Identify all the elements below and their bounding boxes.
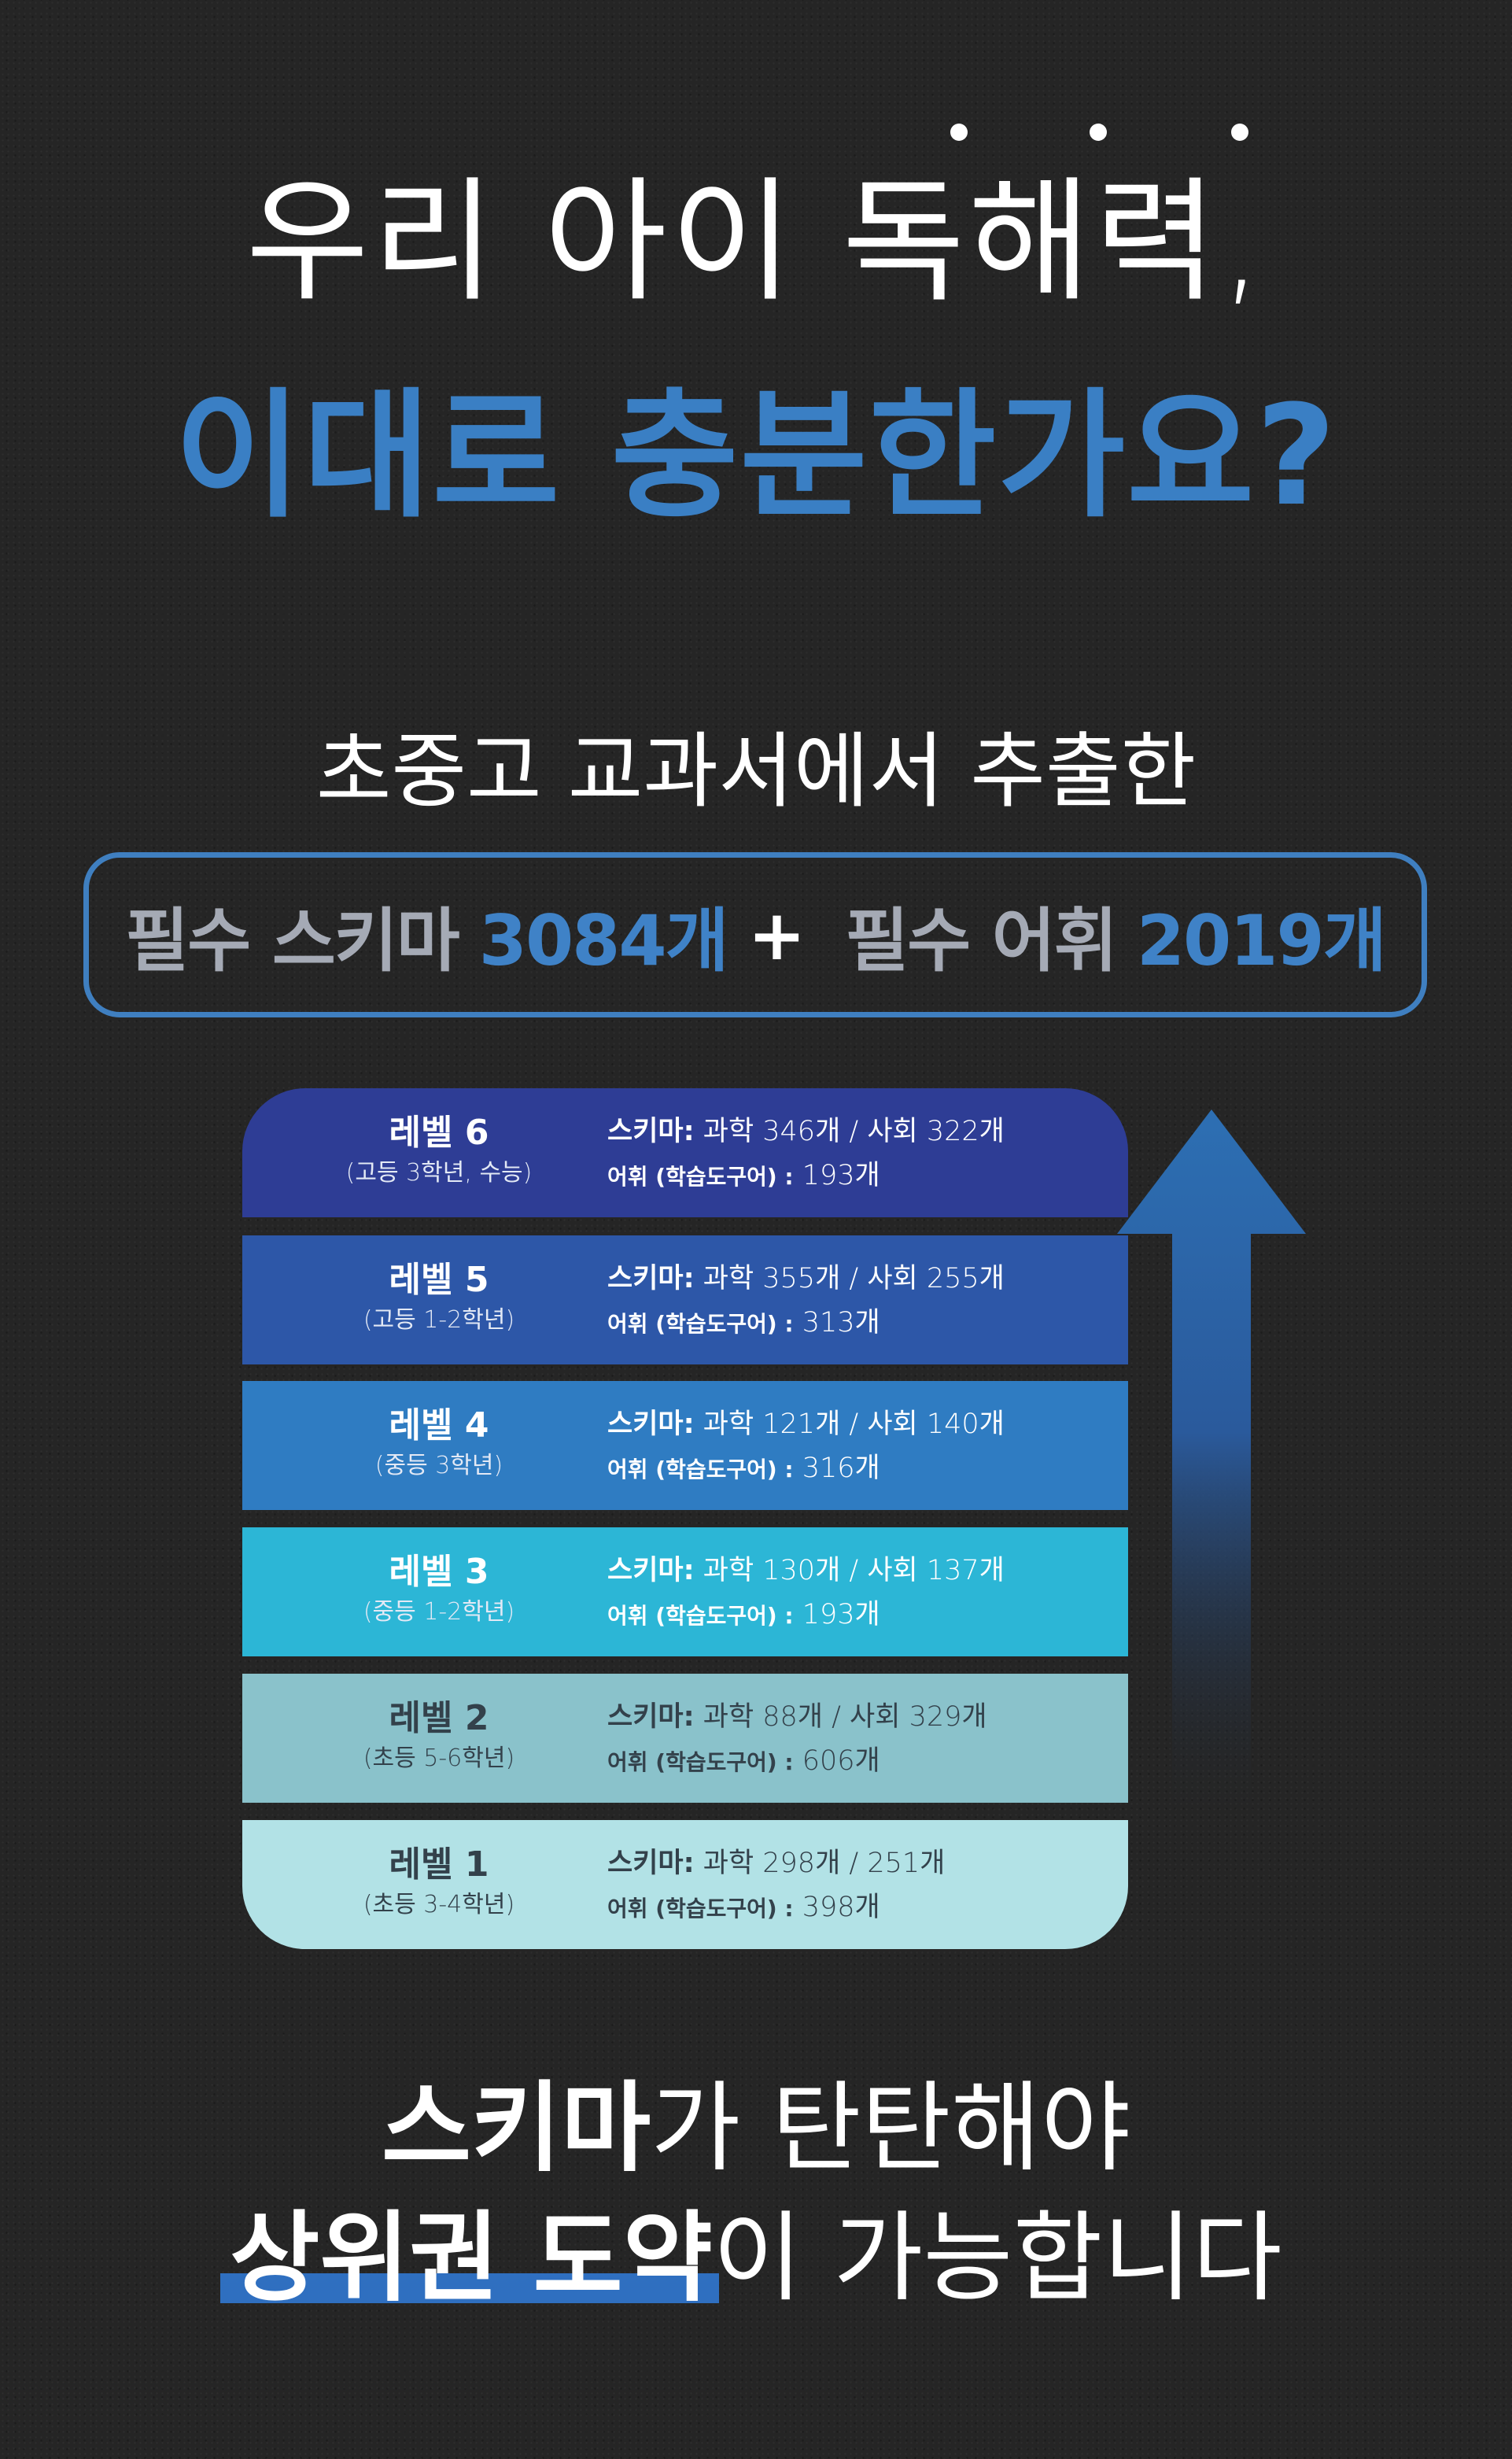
level-3-bar: 레벨 3 (중등 1-2학년) 스키마: 과학 130개 / 사회 137개 어… xyxy=(242,1527,1128,1656)
vocab-row-value: 606개 xyxy=(802,1745,880,1777)
schema-row-value: 과학 121개 / 사회 140개 xyxy=(703,1409,1005,1440)
schema-row-label: 스키마: xyxy=(607,1701,695,1733)
underlined-emphasis: 상위권 도약 xyxy=(220,2199,719,2317)
vocab-row-value: 193개 xyxy=(802,1160,880,1191)
level-1-bar: 레벨 1 (초등 3-4학년) 스키마: 과학 298개 / 251개 어휘 (… xyxy=(242,1820,1128,1949)
level-2-bar: 레벨 2 (초등 5-6학년) 스키마: 과학 88개 / 사회 329개 어휘… xyxy=(242,1674,1128,1803)
schema-count: 3084개 xyxy=(478,899,729,981)
vocab-row-value: 193개 xyxy=(802,1599,880,1630)
closing-emphasis: 스키마 xyxy=(381,2072,651,2185)
schema-row: 스키마: 과학 121개 / 사회 140개 xyxy=(607,1405,1005,1444)
vocab-row: 어휘 (학습도구어) : 606개 xyxy=(607,1741,880,1782)
level-grades: (중등 1-2학년) xyxy=(363,1598,515,1626)
vocab-row: 어휘 (학습도구어) : 193개 xyxy=(607,1595,880,1636)
level-6-bar: 레벨 6 (고등 3학년, 수능) 스키마: 과학 346개 / 사회 322개… xyxy=(242,1088,1128,1217)
up-arrow-icon xyxy=(1117,1110,1306,1826)
headline-line-2: 이대로 충분한가요? xyxy=(174,375,1338,537)
emphasis-dot xyxy=(1090,124,1107,141)
level-grades: (중등 3학년) xyxy=(374,1452,503,1479)
underline-bar xyxy=(220,2273,719,2303)
schema-row-label: 스키마: xyxy=(607,1555,695,1586)
level-5-bar: 레벨 5 (고등 1-2학년) 스키마: 과학 355개 / 사회 255개 어… xyxy=(242,1235,1128,1364)
level-4-bar: 레벨 4 (중등 3학년) 스키마: 과학 121개 / 사회 140개 어휘 … xyxy=(242,1381,1128,1510)
vocab-row-value: 398개 xyxy=(802,1892,880,1923)
level-grades: (고등 3학년, 수능) xyxy=(345,1159,533,1187)
level-grades: (초등 3-4학년) xyxy=(363,1891,515,1918)
level-title: 레벨 6 xyxy=(389,1113,489,1153)
schema-row-label: 스키마: xyxy=(607,1263,695,1294)
schema-row-value: 과학 88개 / 사회 329개 xyxy=(703,1701,987,1733)
vocab-row: 어휘 (학습도구어) : 193개 xyxy=(607,1156,880,1197)
level-title: 레벨 1 xyxy=(389,1844,489,1885)
closing-text: 가 탄탄해야 xyxy=(651,2072,1131,2185)
schema-row-value: 과학 298개 / 251개 xyxy=(703,1848,946,1879)
level-title: 레벨 2 xyxy=(389,1698,489,1738)
vocab-row: 어휘 (학습도구어) : 313개 xyxy=(607,1303,880,1344)
level-title: 레벨 5 xyxy=(389,1260,489,1300)
vocab-row-value: 313개 xyxy=(802,1307,880,1338)
schema-row-label: 스키마: xyxy=(607,1116,695,1147)
emphasis-dot xyxy=(950,124,968,141)
vocab-row: 어휘 (학습도구어) : 398개 xyxy=(607,1888,880,1929)
schema-row: 스키마: 과학 298개 / 251개 xyxy=(607,1844,945,1883)
schema-row-value: 과학 355개 / 사회 255개 xyxy=(703,1263,1005,1294)
vocab-row-label: 어휘 (학습도구어) : xyxy=(607,1749,794,1775)
plus-sign: + xyxy=(747,894,806,976)
schema-row-label: 스키마: xyxy=(607,1409,695,1440)
closing-text: 이 가능합니다 xyxy=(712,2202,1282,2315)
schema-row: 스키마: 과학 346개 / 사회 322개 xyxy=(607,1112,1005,1151)
vocab-row-label: 어휘 (학습도구어) : xyxy=(607,1164,794,1190)
level-title: 레벨 4 xyxy=(389,1405,489,1445)
vocab-count: 2019개 xyxy=(1136,899,1387,981)
vocab-label: 필수 어휘 xyxy=(845,899,1117,981)
vocab-row-label: 어휘 (학습도구어) : xyxy=(607,1896,794,1922)
closing-line-2: 상위권 도약 이 가능합니다 xyxy=(0,2199,1512,2317)
level-title: 레벨 3 xyxy=(389,1552,489,1592)
schema-row: 스키마: 과학 130개 / 사회 137개 xyxy=(607,1551,1005,1590)
level-grades: (초등 5-6학년) xyxy=(363,1745,515,1772)
vocab-row: 어휘 (학습도구어) : 316개 xyxy=(607,1449,880,1490)
highlight-text: 필수 스키마 3084개 + 필수 어휘 2019개 xyxy=(83,852,1427,1017)
vocab-row-label: 어휘 (학습도구어) : xyxy=(607,1603,794,1629)
closing-line-1: 스키마가 탄탄해야 xyxy=(0,2069,1512,2188)
headline-line-1: 우리 아이 독해력, xyxy=(245,164,1267,320)
schema-row: 스키마: 과학 355개 / 사회 255개 xyxy=(607,1259,1005,1298)
schema-row-label: 스키마: xyxy=(607,1848,695,1879)
highlight-box xyxy=(83,852,1427,1017)
vocab-row-value: 316개 xyxy=(802,1453,880,1484)
closing-emphasis: 상위권 도약 xyxy=(230,2202,713,2315)
vocab-row-label: 어휘 (학습도구어) : xyxy=(607,1311,794,1337)
subheading: 초중고 교과서에서 추출한 xyxy=(315,723,1197,819)
emphasis-dot xyxy=(1231,124,1248,141)
schema-label: 필수 스키마 xyxy=(125,899,459,981)
schema-row-value: 과학 130개 / 사회 137개 xyxy=(703,1555,1005,1586)
schema-row: 스키마: 과학 88개 / 사회 329개 xyxy=(607,1697,987,1737)
schema-row-value: 과학 346개 / 사회 322개 xyxy=(703,1116,1005,1147)
level-grades: (고등 1-2학년) xyxy=(363,1306,515,1334)
vocab-row-label: 어휘 (학습도구어) : xyxy=(607,1457,794,1482)
